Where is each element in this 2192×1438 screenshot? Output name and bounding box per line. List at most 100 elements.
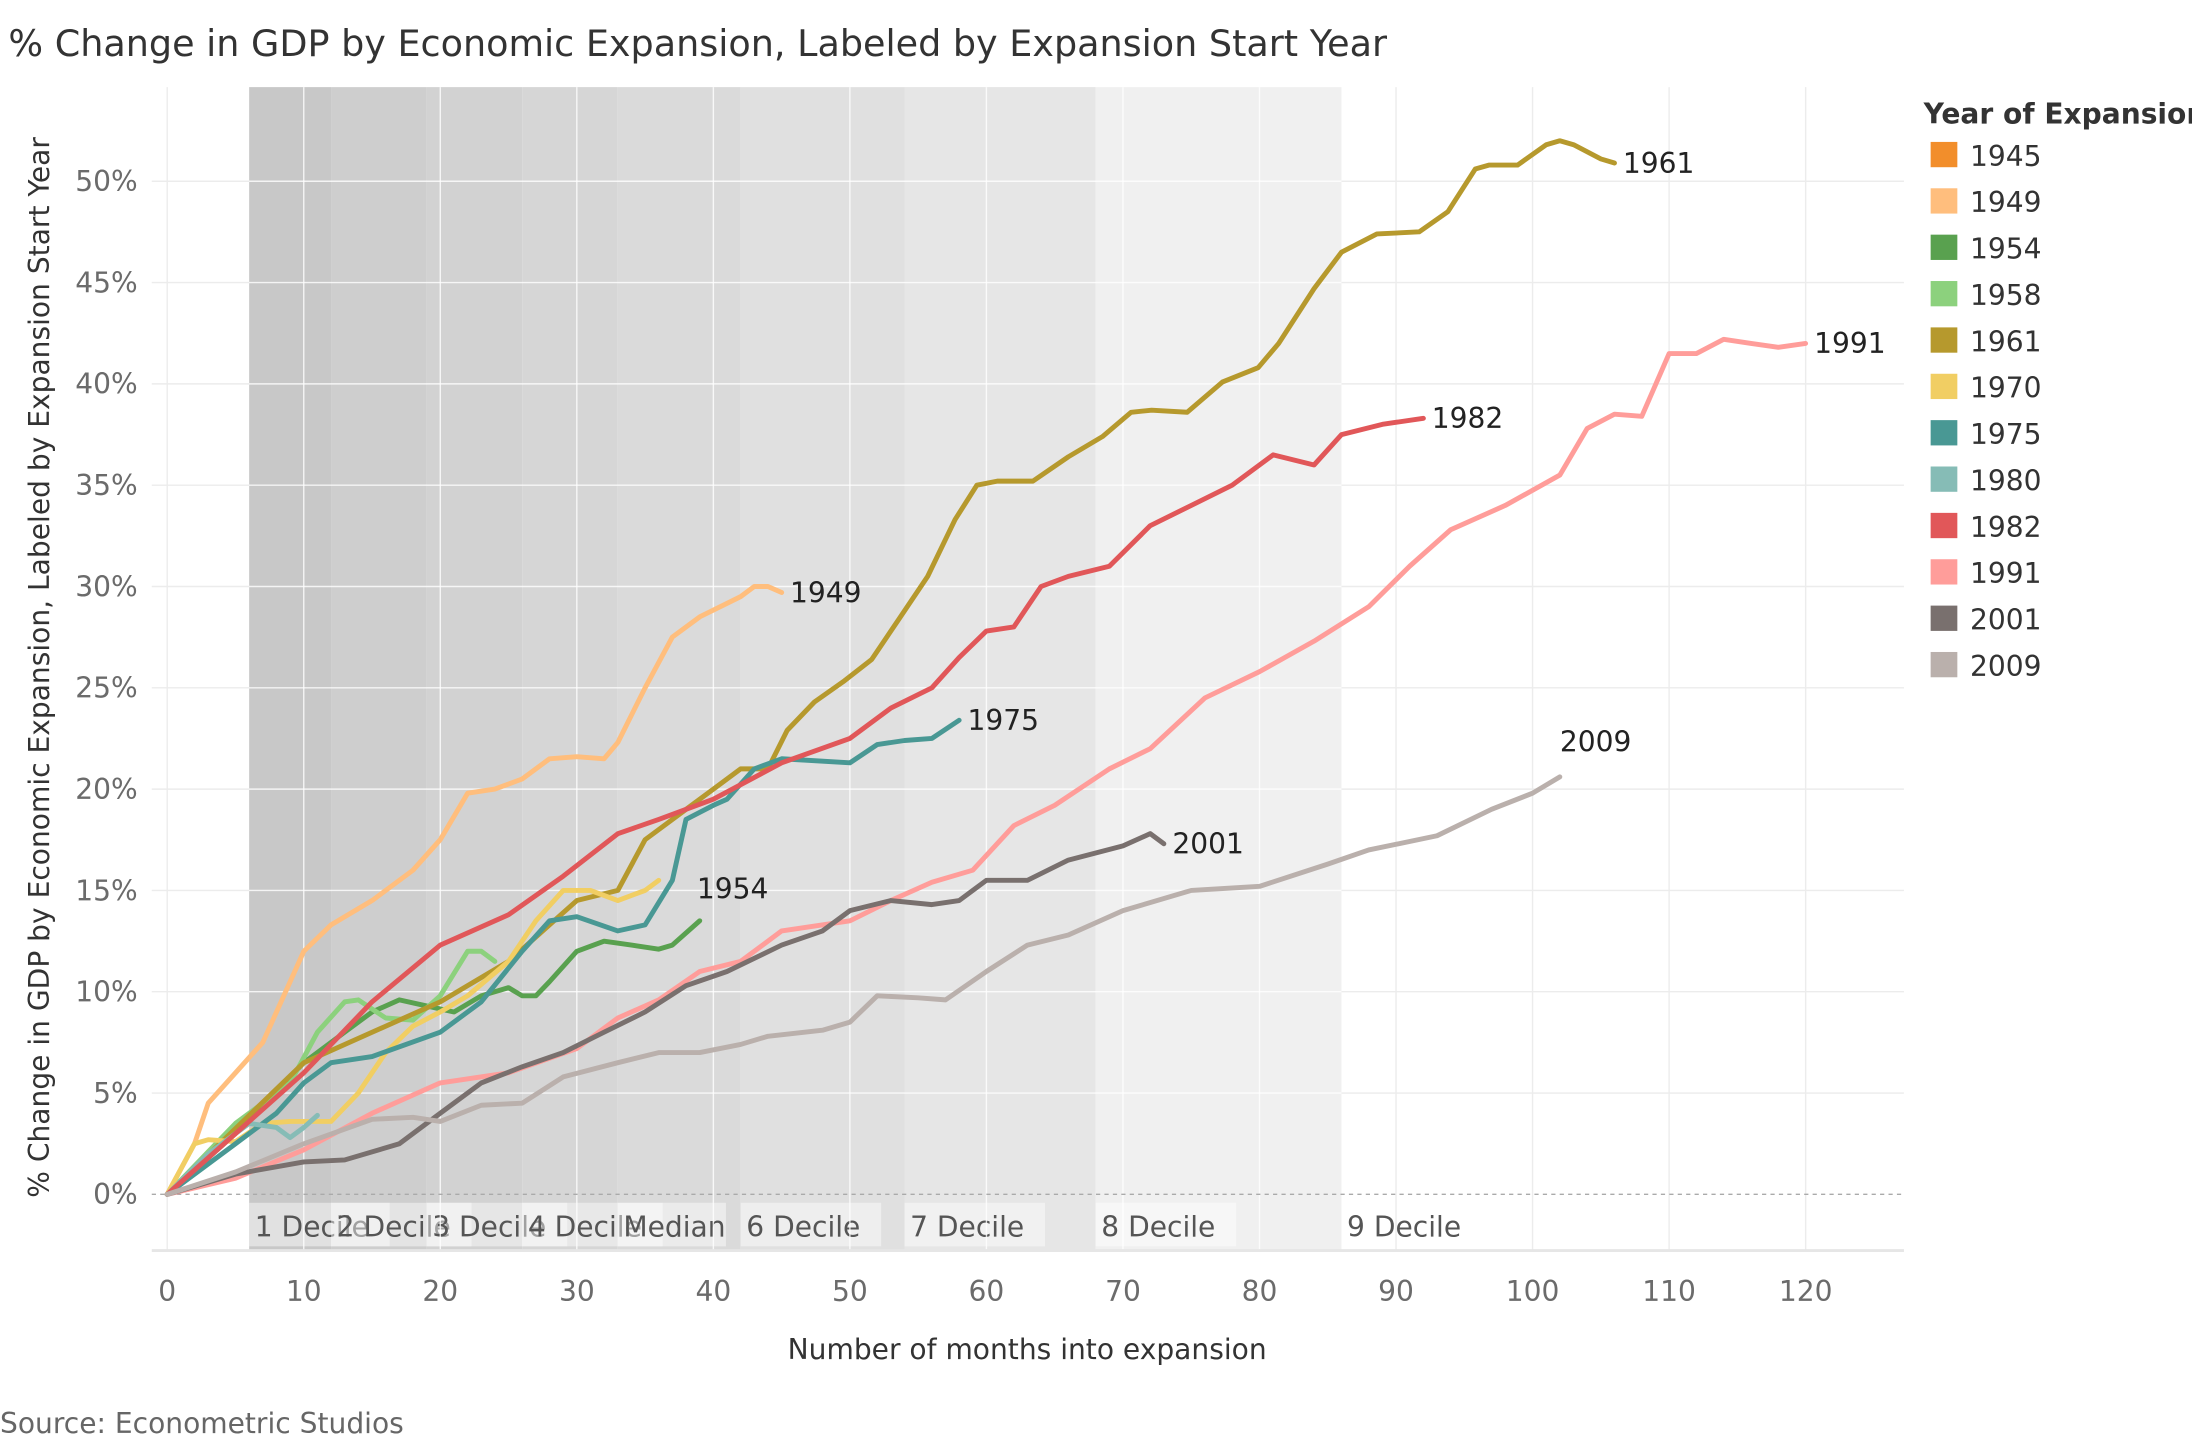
decile-label: 4 Decile [528,1211,642,1244]
decile-label-group: Median [617,1202,726,1247]
y-tick-label: 40% [75,368,137,401]
end-label-2001: 2001 [1172,828,1244,861]
legend-title: Year of Expansion [1923,98,2192,131]
series-line-1982 [164,415,1426,1197]
legend-label-1961: 1961 [1970,325,2042,358]
decile-label-group: 1 Decile [249,1202,390,1247]
legend-swatch-1975 [1930,420,1958,446]
x-axis-ticks: 0 10 20 30 40 50 60 70 80 90 100 110 120 [158,1275,1832,1308]
x-tick-label: 110 [1642,1275,1696,1308]
x-tick-label: 20 [422,1275,458,1308]
y-tick-label: 50% [75,165,137,198]
chart-title: % Change in GDP by Economic Expansion, L… [8,22,1388,65]
decile-label: 6 Decile [746,1211,860,1244]
decile-label: 2 Decile [337,1211,451,1244]
y-tick-label: 45% [75,266,137,299]
legend-label-1949: 1949 [1970,186,2042,219]
legend-label-1958: 1958 [1970,279,2042,312]
series-lines [164,138,1809,1197]
end-label-1954: 1954 [697,872,768,905]
decile-label-background [249,1202,390,1247]
decile-label-group: 2 Decile [331,1202,472,1247]
end-label-1949: 1949 [790,576,861,609]
decile-label: 1 Decile [255,1211,369,1244]
legend-swatch-1970 [1930,373,1958,400]
x-tick-label: 100 [1506,1275,1560,1308]
x-tick-label: 50 [832,1275,868,1308]
decile-label: Median [623,1211,725,1244]
legend-label-1991: 1991 [1970,557,2042,590]
legend-label-2001: 2001 [1970,603,2042,636]
legend-swatch-1961 [1930,327,1958,353]
y-tick-label: 25% [75,672,137,705]
x-tick-label: 60 [969,1275,1005,1308]
legend-label-1945: 1945 [1970,140,2042,173]
decile-label-background [426,1202,568,1247]
decile-band [331,87,427,1251]
x-tick-label: 90 [1378,1275,1414,1308]
legend-swatch-1991 [1930,559,1958,585]
decile-label-group: 7 Decile [904,1202,1046,1247]
x-tick-label: 120 [1779,1275,1833,1308]
series-line-2009 [164,774,1563,1197]
x-tick-label: 40 [695,1275,731,1308]
end-label-2009: 2009 [1560,726,1632,759]
decile-label-background [904,1202,1046,1247]
decile-band [904,87,1096,1251]
decile-band [740,87,905,1251]
y-tick-label: 15% [75,874,137,907]
decile-band [522,87,618,1251]
series-line-1949 [164,584,785,1197]
y-axis-ticks: 0% 5% 10% 15% 20% 25% 30% 35% 40% 45% 50% [75,165,137,1211]
end-label-1975: 1975 [968,704,1040,737]
decile-band [1095,87,1342,1251]
decile-label-background [522,1202,663,1247]
legend-label-1970: 1970 [1970,372,2042,405]
decile-label-background [331,1202,472,1247]
decile-label-background [1341,1202,1482,1247]
end-label-1991: 1991 [1814,327,1886,360]
decile-label-group: 3 Decile [426,1202,568,1247]
legend-swatch-1949 [1930,188,1958,214]
y-tick-label: 30% [75,570,137,603]
x-tick-label: 0 [158,1275,176,1308]
legend-label-1954: 1954 [1970,233,2042,266]
y-tick-label: 20% [75,773,137,806]
end-labels: 1949 1954 1961 1975 1982 1991 2001 2009 [697,147,1886,905]
series-line-1980 [164,1112,320,1197]
decile-label: 7 Decile [910,1211,1024,1244]
y-tick-label: 35% [75,469,137,502]
decile-label-group: 6 Decile [740,1202,882,1247]
x-tick-label: 30 [559,1275,595,1308]
gridlines [151,87,1904,1252]
decile-label-background [617,1202,726,1247]
y-axis-title: % Change in GDP by Economic Expansion, L… [23,137,56,1198]
x-tick-label: 10 [286,1275,322,1308]
decile-label-group: 9 Decile [1341,1202,1482,1247]
decile-band [426,87,523,1251]
y-tick-label: 0% [93,1178,138,1211]
decile-label-group: 4 Decile [522,1202,663,1247]
decile-label-background [740,1202,882,1247]
decile-label: 3 Decile [432,1211,546,1244]
legend-swatch-1954 [1930,234,1958,260]
decile-label-background [1095,1202,1237,1247]
legend-swatch-1945 [1930,141,1958,168]
source-note: Source: Econometric Studios [0,1407,404,1438]
decile-label-group: 8 Decile [1095,1202,1237,1247]
end-label-1961: 1961 [1623,147,1695,180]
y-tick-label: 5% [93,1077,138,1110]
decile-label: 9 Decile [1347,1211,1461,1244]
legend-swatch-2001 [1930,605,1958,631]
legend-label-1975: 1975 [1970,418,2042,451]
y-tick-label: 10% [75,976,137,1009]
x-tick-label: 70 [1105,1275,1141,1308]
x-axis-title: Number of months into expansion [788,1333,1267,1366]
x-tick-label: 80 [1242,1275,1278,1308]
legend-label-2009: 2009 [1970,650,2042,683]
legend-label-1980: 1980 [1970,464,2042,497]
legend-swatch-1982 [1930,512,1958,539]
legend-label-1982: 1982 [1970,511,2042,544]
